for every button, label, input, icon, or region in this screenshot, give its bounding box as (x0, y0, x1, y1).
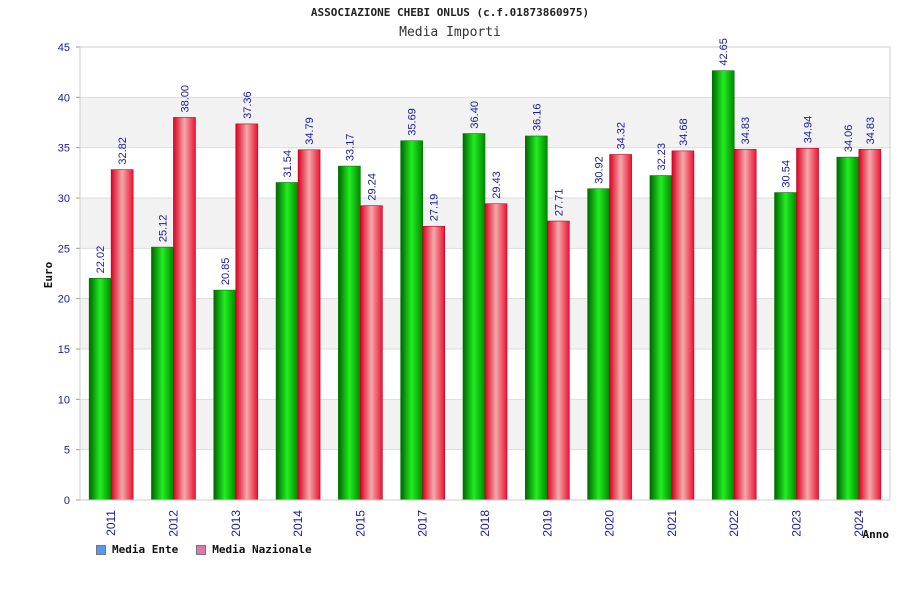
data-label: 38.00 (179, 85, 191, 113)
y-tick-label: 10 (58, 394, 70, 406)
x-tick-label: 2012 (166, 510, 180, 537)
bar-nazionale (733, 149, 757, 501)
bar-ente (836, 156, 860, 501)
bar-ente (400, 140, 423, 501)
bar-nazionale (360, 205, 383, 501)
x-axis-title: Anno (863, 528, 890, 541)
x-tick-label: 2019 (540, 510, 554, 537)
data-label: 30.54 (781, 160, 793, 188)
bar-ente (213, 289, 237, 501)
y-tick-label: 15 (58, 344, 70, 356)
data-label: 32.82 (117, 137, 129, 165)
bar-nazionale (235, 123, 259, 501)
y-tick-label: 5 (64, 445, 70, 457)
bar-ente (275, 182, 299, 501)
data-label: 25.12 (157, 215, 169, 243)
bar-nazionale (671, 150, 695, 501)
x-tick-label: 2020 (603, 510, 617, 537)
legend-item-nazionale: Media Nazionale (196, 543, 312, 556)
data-label: 36.16 (531, 103, 543, 131)
bar-nazionale (422, 225, 445, 501)
legend-label-nazionale: Media Nazionale (212, 543, 312, 556)
bar-nazionale (609, 154, 632, 501)
x-tick-label: 2017 (416, 510, 430, 537)
data-label: 42.65 (718, 38, 730, 66)
x-tick-label: 2018 (478, 510, 492, 537)
bar-nazionale (297, 149, 321, 501)
data-label: 32.23 (656, 143, 668, 171)
plot-frame (79, 46, 891, 501)
x-tick-label: 2014 (291, 510, 305, 537)
plot-band (80, 47, 890, 98)
chart-subtitle: Media Importi (399, 25, 501, 40)
data-label: 31.54 (282, 150, 294, 178)
data-label: 34.68 (678, 118, 690, 146)
legend-item-ente: Media Ente (96, 543, 178, 556)
y-tick-label: 30 (58, 193, 70, 205)
y-tick-label: 35 (58, 143, 70, 155)
data-label: 36.40 (469, 101, 481, 129)
bar-nazionale (173, 117, 196, 501)
data-label: 27.19 (429, 194, 441, 222)
y-tick-label: 40 (58, 92, 70, 104)
legend-swatch-ente (96, 544, 106, 555)
bar-ente (462, 133, 486, 501)
data-label: 34.83 (740, 117, 752, 145)
data-label: 20.85 (220, 258, 232, 286)
bar-nazionale (484, 203, 508, 501)
bar-ente (338, 165, 361, 501)
data-label: 34.79 (304, 117, 316, 145)
y-tick-label: 0 (64, 495, 70, 507)
data-label: 34.06 (843, 125, 855, 153)
x-tick-label: 2021 (665, 510, 679, 537)
data-label: 27.71 (553, 189, 565, 217)
legend-label-ente: Media Ente (112, 543, 179, 556)
y-tick-label: 25 (58, 243, 70, 255)
x-tick-label: 2023 (790, 510, 804, 537)
bar-nazionale (858, 149, 882, 501)
bar-ente (88, 278, 112, 501)
data-label: 29.24 (366, 173, 378, 201)
x-tick-label: 2011 (104, 510, 118, 536)
data-label: 33.17 (344, 134, 356, 162)
legend: Media Ente Media Nazionale (96, 543, 312, 556)
data-label: 35.69 (407, 108, 419, 136)
data-label: 37.36 (242, 91, 254, 119)
data-label: 34.32 (616, 122, 628, 150)
bar-nazionale (796, 147, 819, 501)
y-tick-label: 20 (58, 294, 70, 306)
bar-nazionale (110, 169, 134, 501)
y-tick-label: 45 (58, 42, 70, 54)
bar-ente (774, 192, 797, 501)
data-label: 29.43 (491, 171, 503, 199)
x-tick-label: 2015 (353, 510, 367, 537)
x-tick-label: 2022 (727, 510, 741, 537)
legend-swatch-nazionale (196, 544, 207, 555)
data-label: 30.92 (594, 156, 606, 184)
y-axis-title: Euro (42, 261, 55, 288)
x-tick-label: 2024 (852, 510, 866, 537)
bar-ente (649, 175, 673, 501)
data-label: 22.02 (95, 246, 107, 274)
x-tick-label: 2013 (229, 510, 243, 537)
bar-ente (711, 70, 735, 501)
bar-nazionale (547, 220, 570, 501)
bar-ente (151, 246, 174, 501)
chart-title: ASSOCIAZIONE CHEBI ONLUS (c.f.0187386097… (310, 6, 590, 19)
data-label: 34.94 (803, 116, 815, 144)
bar-ente (587, 188, 610, 501)
data-label: 34.83 (865, 117, 877, 145)
bar-ente (525, 135, 548, 501)
